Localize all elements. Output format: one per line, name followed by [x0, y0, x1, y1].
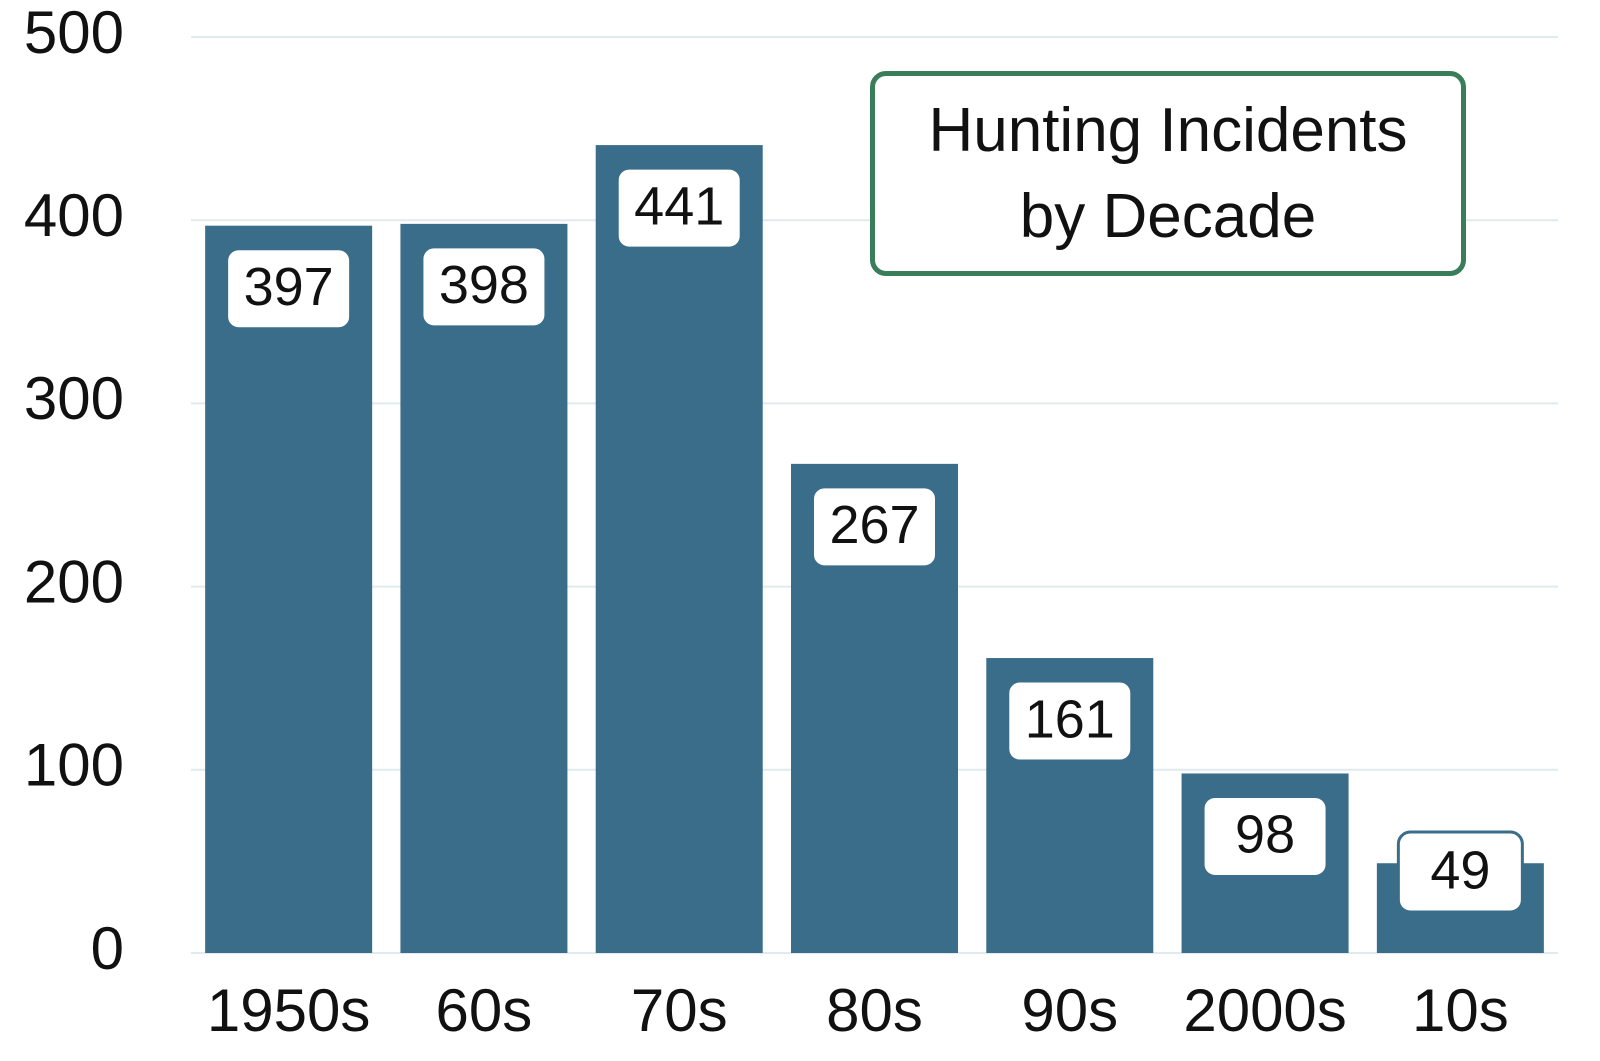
x-tick-label: 80s [826, 977, 923, 1044]
value-label-box [225, 247, 353, 331]
value-label: 98 [1235, 805, 1295, 865]
bar [595, 145, 763, 953]
value-label-box [420, 245, 548, 329]
x-tick-label: 90s [1021, 977, 1118, 1044]
bar [400, 223, 568, 953]
value-label: 441 [634, 176, 724, 236]
value-label-box [1006, 679, 1134, 763]
value-label: 398 [439, 255, 529, 315]
y-tick-label: 0 [91, 915, 124, 982]
value-label: 49 [1430, 840, 1490, 900]
value-label-box [1201, 794, 1329, 878]
value-label: 267 [829, 495, 919, 555]
value-label: 397 [244, 257, 334, 317]
y-tick-label: 400 [24, 182, 124, 249]
y-tick-label: 500 [24, 0, 124, 66]
y-tick-label: 100 [24, 732, 124, 799]
x-tick-label: 2000s [1183, 977, 1346, 1044]
value-label-box [1396, 830, 1524, 914]
x-tick-label: 70s [631, 977, 728, 1044]
y-tick-label: 200 [24, 548, 124, 615]
value-label: 161 [1025, 689, 1115, 749]
value-label-box [811, 485, 938, 569]
bar [205, 225, 373, 954]
value-label-box [615, 166, 743, 250]
chart-title: Hunting Incidents by Decade [870, 71, 1466, 276]
x-tick-label: 10s [1412, 977, 1509, 1044]
x-tick-label: 60s [436, 977, 533, 1044]
y-tick-label: 300 [24, 365, 124, 432]
x-tick-label: 1950s [207, 977, 370, 1044]
